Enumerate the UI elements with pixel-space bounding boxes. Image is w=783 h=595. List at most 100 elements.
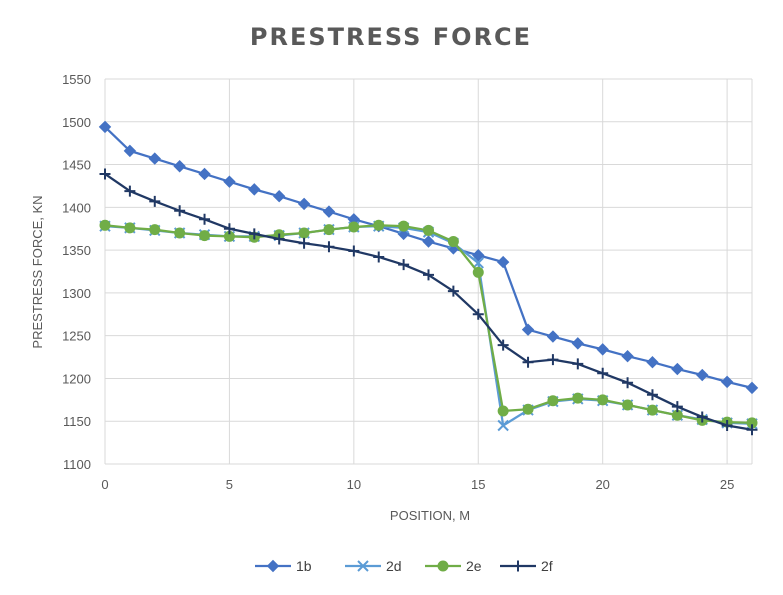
legend-item-2f: 2f	[500, 558, 553, 574]
data-point-2e	[199, 230, 211, 242]
series-2d	[99, 220, 758, 432]
data-point-1b	[646, 355, 659, 369]
legend-label: 2f	[541, 558, 553, 574]
data-point-2e	[99, 219, 111, 231]
series-lines	[98, 120, 759, 436]
data-point-2d	[472, 257, 484, 269]
data-point-2e	[174, 227, 186, 239]
data-point-2d	[497, 419, 509, 432]
legend-label: 2e	[466, 558, 482, 574]
series-line-1b	[104, 126, 753, 389]
series-line-2f	[104, 173, 753, 431]
legend-marker	[437, 560, 449, 572]
x-tick-label: 5	[226, 477, 233, 492]
legend-item-1b: 1b	[255, 558, 312, 574]
y-tick-label: 1150	[63, 414, 91, 429]
series-line-2e	[104, 224, 753, 425]
data-point-1b	[297, 197, 311, 211]
legend: 1b 2d 2e 2f	[255, 558, 553, 574]
data-point-1b	[696, 368, 709, 382]
data-point-2e	[323, 224, 335, 236]
y-tick-label: 1100	[63, 457, 91, 472]
data-point-2e	[149, 224, 161, 236]
x-tick-label: 20	[595, 477, 609, 492]
data-point-2f	[199, 213, 211, 225]
data-point-2f	[174, 205, 186, 217]
data-point-2f	[124, 185, 136, 197]
data-point-2e	[572, 392, 584, 404]
data-point-2f	[597, 367, 609, 379]
data-point-1b	[472, 249, 485, 262]
legend-label: 2d	[386, 558, 402, 574]
data-point-1b	[223, 175, 236, 188]
x-axis-ticks: 0 5 10 15 20 25	[101, 477, 734, 492]
data-point-2f	[671, 401, 683, 413]
data-point-2f	[472, 308, 484, 320]
data-point-2f	[721, 420, 733, 431]
data-point-2e	[298, 227, 310, 239]
data-point-2f	[423, 269, 434, 281]
y-tick-label: 1200	[62, 371, 91, 386]
data-point-2f	[248, 228, 260, 240]
legend-marker	[512, 560, 524, 572]
data-point-2e	[348, 221, 360, 233]
data-point-2f	[149, 195, 161, 207]
data-point-2f	[223, 223, 235, 235]
y-tick-label: 1350	[62, 243, 91, 258]
x-tick-label: 25	[720, 477, 734, 492]
data-point-1b	[198, 167, 211, 181]
data-point-1b	[148, 152, 161, 165]
data-point-2f	[622, 377, 634, 389]
y-tick-label: 1500	[62, 115, 91, 130]
legend-label: 1b	[296, 558, 312, 574]
data-point-1b	[422, 235, 435, 248]
data-point-2e	[622, 399, 634, 411]
data-point-1b	[322, 205, 336, 218]
legend-marker	[266, 559, 280, 573]
legend-item-2e: 2e	[425, 558, 482, 574]
data-point-1b	[546, 330, 560, 343]
data-point-2f	[373, 251, 385, 263]
x-tick-label: 10	[347, 477, 361, 492]
data-point-2e	[423, 224, 434, 236]
data-point-2f	[696, 411, 708, 423]
data-point-2f	[572, 358, 584, 370]
data-point-2f	[522, 356, 534, 368]
data-point-2f	[447, 285, 459, 297]
y-axis-label: PRESTRESS FORCE, KN	[30, 195, 45, 348]
data-point-1b	[173, 160, 186, 173]
data-point-2e	[522, 403, 534, 415]
data-point-1b	[596, 343, 609, 356]
data-point-2f	[323, 241, 335, 253]
y-tick-label: 1550	[62, 72, 91, 87]
y-tick-label: 1450	[62, 158, 91, 173]
data-point-2e	[373, 219, 385, 231]
y-tick-label: 1300	[62, 286, 91, 301]
y-tick-label: 1250	[62, 329, 91, 344]
data-point-2f	[298, 237, 310, 249]
data-point-1b	[272, 190, 286, 203]
data-point-2e	[124, 222, 136, 234]
x-axis-label: POSITION, M	[390, 508, 470, 523]
data-point-2e	[597, 394, 609, 406]
data-point-2f	[547, 354, 559, 366]
data-point-2e	[497, 405, 509, 417]
legend-item-2d: 2d	[345, 558, 402, 574]
data-point-2f	[746, 424, 758, 436]
data-point-2e	[447, 236, 459, 248]
data-point-1b	[571, 337, 585, 350]
data-point-2f	[273, 233, 285, 245]
data-point-1b	[521, 323, 535, 336]
data-point-2f	[497, 339, 509, 351]
y-axis-ticks: 1100 1150 1200 1250 1300 1350 1400 1450 1500 1550	[62, 72, 91, 472]
data-point-1b	[98, 120, 112, 134]
data-point-2e	[646, 404, 658, 416]
x-tick-label: 15	[471, 477, 485, 492]
chart-title: PRESTRESS FORCE	[250, 23, 532, 51]
data-point-2f	[348, 245, 360, 257]
data-point-2f	[646, 389, 658, 401]
y-tick-label: 1400	[62, 200, 91, 215]
x-tick-label: 0	[101, 477, 108, 492]
series-2f	[99, 168, 758, 436]
legend-marker	[357, 560, 369, 572]
